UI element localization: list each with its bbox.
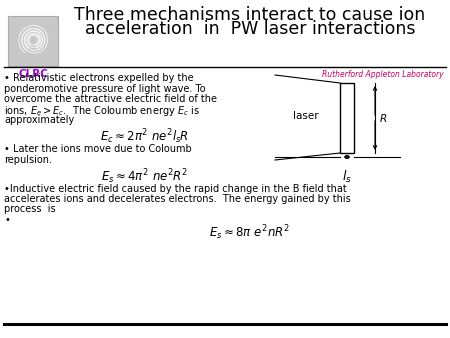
Text: $E_s \approx 8\pi\ e^2nR^2$: $E_s \approx 8\pi\ e^2nR^2$ [209,223,291,242]
Text: acceleration  in  PW laser interactions: acceleration in PW laser interactions [85,20,415,38]
Text: $E_s \approx 4\pi^2\ ne^2R^2$: $E_s \approx 4\pi^2\ ne^2R^2$ [101,168,189,186]
Text: process  is: process is [4,204,56,215]
Text: CLRC: CLRC [18,69,48,79]
Text: repulsion.: repulsion. [4,155,52,165]
Text: Rutherford Appleton Laboratory: Rutherford Appleton Laboratory [322,70,444,79]
Text: • Relativistic electrons expelled by the: • Relativistic electrons expelled by the [4,73,194,83]
Text: • Later the ions move due to Coloumb: • Later the ions move due to Coloumb [4,145,192,154]
Text: overcome the attractive electric field of the: overcome the attractive electric field o… [4,94,217,104]
Bar [340,83,354,153]
Text: laser: laser [293,111,319,121]
Text: $l_s$: $l_s$ [342,169,352,185]
Text: approximately: approximately [4,115,74,125]
Text: accelerates ions and decelerates electrons.  The energy gained by this: accelerates ions and decelerates electro… [4,194,351,204]
Text: Three mechanisms interact to cause ion: Three mechanisms interact to cause ion [74,6,426,24]
Bar [8,16,58,66]
Text: ions, $E_e > E_c$.  The Coloumb energy $E_c$ is: ions, $E_e > E_c$. The Coloumb energy $E… [4,104,200,119]
Text: •Inductive electric field caused by the rapid change in the B field that: •Inductive electric field caused by the … [4,184,347,193]
Text: $E_c \approx 2\pi^2\ ne^2l_sR$: $E_c \approx 2\pi^2\ ne^2l_sR$ [100,127,189,146]
Text: $R$: $R$ [379,112,387,124]
Text: •: • [4,215,10,225]
Text: ponderomotive pressure of light wave. To: ponderomotive pressure of light wave. To [4,83,206,94]
